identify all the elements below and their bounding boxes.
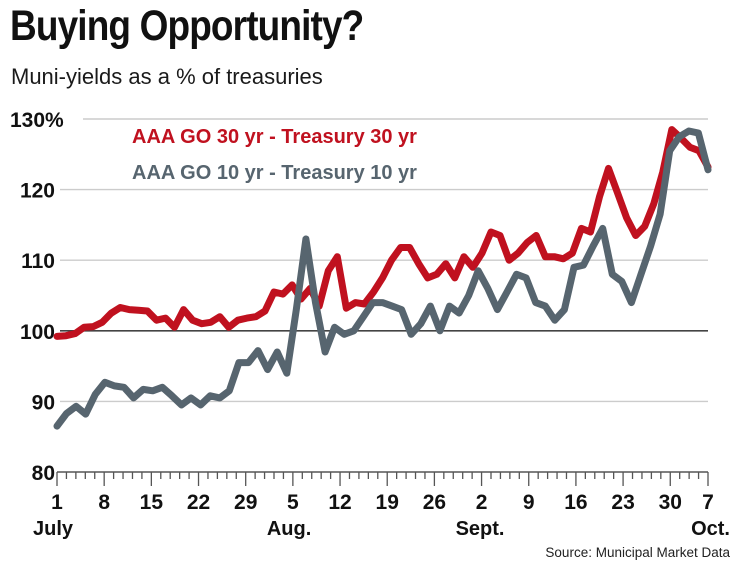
- month-label: Oct.: [691, 518, 730, 540]
- x-tick-label: 16: [564, 491, 587, 514]
- y-tick-label: 110: [21, 250, 55, 273]
- x-tick-label: 19: [376, 491, 399, 514]
- x-tick-label: 30: [659, 491, 682, 514]
- series-line-30yr: [53, 126, 712, 340]
- x-tick-label: 15: [140, 491, 164, 514]
- legend-series-10yr: AAA GO 10 yr - Treasury 10 yr: [132, 162, 417, 184]
- x-tick-label: 22: [187, 491, 210, 514]
- x-tick-label: 1: [51, 491, 63, 514]
- chart-title: Buying Opportunity?: [10, 2, 364, 50]
- month-label: Aug.: [267, 518, 311, 540]
- y-tick-label: 130%: [10, 109, 64, 132]
- chart-subtitle: Muni-yields as a % of treasuries: [11, 64, 323, 89]
- x-tick-label: 9: [523, 491, 535, 514]
- y-axis-ticks: 130% 120 110 100 90 80: [10, 109, 64, 485]
- x-tick-label: 2: [476, 491, 488, 514]
- series-lines: [53, 126, 712, 430]
- legend-series-30yr: AAA GO 30 yr - Treasury 30 yr: [132, 126, 417, 148]
- x-tick-label: 29: [234, 491, 257, 514]
- y-tick-label: 90: [32, 391, 55, 414]
- y-tick-label: 120: [20, 180, 55, 203]
- x-tick-label: 5: [287, 491, 299, 514]
- x-tick-label: 12: [328, 491, 351, 514]
- x-tick-label: 26: [423, 491, 446, 514]
- y-tick-label: 80: [32, 462, 55, 485]
- series-line-10yr: [53, 127, 712, 430]
- y-tick-label: 100: [20, 321, 55, 344]
- month-label: July: [33, 518, 74, 540]
- x-tick-label: 8: [98, 491, 110, 514]
- x-tick-label: 7: [702, 491, 714, 514]
- source-note: Source: Municipal Market Data: [545, 545, 730, 560]
- month-label: Sept.: [456, 518, 505, 540]
- x-tick-label: 23: [611, 491, 634, 514]
